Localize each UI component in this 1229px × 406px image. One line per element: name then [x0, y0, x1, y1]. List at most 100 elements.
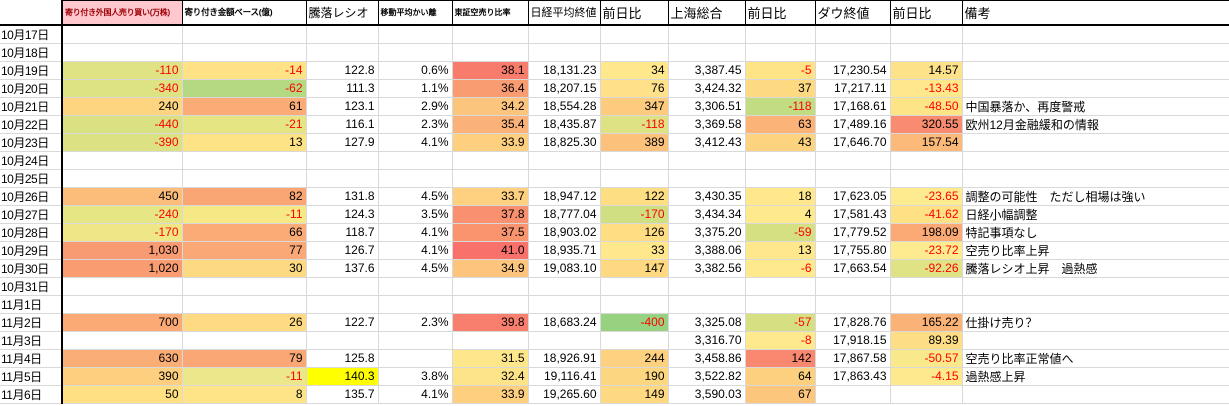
cell-shanghai_composite[interactable]	[667, 295, 745, 314]
cell-tse_short_sell_ratio[interactable]: 39.8	[451, 313, 528, 332]
cell-open_amount_base[interactable]: 82	[181, 187, 306, 206]
cell-ma_deviation[interactable]	[377, 151, 452, 170]
cell-ma_deviation[interactable]	[377, 169, 452, 188]
cell-note[interactable]: 欧州12月金融緩和の情報	[961, 115, 1229, 134]
cell-open_amount_base[interactable]: 30	[181, 259, 306, 278]
header-dow-change[interactable]: 前日比	[889, 0, 962, 26]
cell-open_amount_base[interactable]: -11	[181, 367, 306, 386]
cell-nikkei_change[interactable]	[599, 331, 668, 350]
cell-note[interactable]: 空売り比率正常値へ	[961, 349, 1229, 368]
cell-nikkei_close[interactable]	[527, 295, 600, 314]
cell-dow_close[interactable]	[814, 151, 890, 170]
cell-shanghai_change[interactable]	[744, 24, 815, 44]
cell-shanghai_composite[interactable]: 3,369.58	[667, 115, 745, 134]
cell-shanghai_change[interactable]: 63	[744, 115, 815, 134]
cell-shanghai_change[interactable]: -5	[744, 61, 815, 80]
cell-shanghai_change[interactable]	[744, 277, 815, 296]
header-nikkei-close[interactable]: 日経平均終値	[527, 0, 600, 26]
cell-dow_close[interactable]	[814, 277, 890, 296]
cell-shanghai_change[interactable]: 67	[744, 385, 815, 404]
cell-shanghai_composite[interactable]: 3,522.82	[667, 367, 745, 386]
cell-advance_decline_ratio[interactable]	[305, 43, 378, 62]
cell-foreign_open_shares[interactable]: -170	[61, 223, 182, 242]
cell-advance_decline_ratio[interactable]: 118.7	[305, 223, 378, 242]
cell-dow_close[interactable]: 17,918.15	[814, 331, 890, 350]
cell-note[interactable]: 調整の可能性 ただし相場は強い	[961, 187, 1229, 206]
cell-nikkei_change[interactable]: 34	[599, 61, 668, 80]
cell-tse_short_sell_ratio[interactable]: 41.0	[451, 241, 528, 260]
cell-nikkei_change[interactable]	[599, 277, 668, 296]
cell-ma_deviation[interactable]: 4.1%	[377, 223, 452, 242]
cell-foreign_open_shares[interactable]: 450	[61, 187, 182, 206]
cell-shanghai_change[interactable]: -6	[744, 259, 815, 278]
cell-ma_deviation[interactable]: 3.5%	[377, 205, 452, 224]
cell-shanghai_change[interactable]	[744, 151, 815, 170]
cell-dow_close[interactable]	[814, 24, 890, 44]
cell-open_amount_base[interactable]: 79	[181, 349, 306, 368]
cell-advance_decline_ratio[interactable]	[305, 277, 378, 296]
cell-tse_short_sell_ratio[interactable]	[451, 295, 528, 314]
cell-shanghai_composite[interactable]: 3,387.45	[667, 61, 745, 80]
cell-shanghai_change[interactable]: 4	[744, 205, 815, 224]
cell-note[interactable]	[961, 133, 1229, 152]
cell-tse_short_sell_ratio[interactable]: 35.4	[451, 115, 528, 134]
cell-advance_decline_ratio[interactable]	[305, 24, 378, 44]
cell-dow_change[interactable]: 320.55	[889, 115, 962, 134]
cell-foreign_open_shares[interactable]: -440	[61, 115, 182, 134]
header-dow-close[interactable]: ダウ終値	[814, 0, 890, 26]
cell-dow_change[interactable]: 89.39	[889, 331, 962, 350]
header-nikkei-change[interactable]: 前日比	[599, 0, 668, 26]
cell-dow_change[interactable]	[889, 385, 962, 404]
cell-nikkei_change[interactable]	[599, 24, 668, 44]
cell-open_amount_base[interactable]	[181, 331, 306, 350]
cell-tse_short_sell_ratio[interactable]	[451, 24, 528, 44]
cell-tse_short_sell_ratio[interactable]	[451, 331, 528, 350]
cell-foreign_open_shares[interactable]: 630	[61, 349, 182, 368]
cell-tse_short_sell_ratio[interactable]: 31.5	[451, 349, 528, 368]
cell-nikkei_close[interactable]: 18,777.04	[527, 205, 600, 224]
cell-nikkei_change[interactable]	[599, 151, 668, 170]
cell-ma_deviation[interactable]	[377, 277, 452, 296]
cell-nikkei_change[interactable]: -118	[599, 115, 668, 134]
cell-note[interactable]: 仕掛け売り？	[961, 313, 1229, 332]
cell-shanghai_composite[interactable]: 3,424.32	[667, 79, 745, 98]
cell-open_amount_base[interactable]: 26	[181, 313, 306, 332]
cell-nikkei_change[interactable]: 190	[599, 367, 668, 386]
cell-date[interactable]: 10月24日	[0, 151, 63, 170]
cell-dow_close[interactable]: 17,581.43	[814, 205, 890, 224]
cell-nikkei_change[interactable]: 347	[599, 97, 668, 116]
cell-advance_decline_ratio[interactable]: 126.7	[305, 241, 378, 260]
cell-ma_deviation[interactable]: 1.1%	[377, 79, 452, 98]
cell-advance_decline_ratio[interactable]	[305, 151, 378, 170]
cell-date[interactable]: 10月19日	[0, 61, 63, 80]
cell-ma_deviation[interactable]	[377, 43, 452, 62]
cell-dow_close[interactable]	[814, 43, 890, 62]
cell-open_amount_base[interactable]: -62	[181, 79, 306, 98]
cell-shanghai_composite[interactable]: 3,434.34	[667, 205, 745, 224]
cell-nikkei_close[interactable]	[527, 43, 600, 62]
cell-shanghai_composite[interactable]	[667, 277, 745, 296]
cell-tse_short_sell_ratio[interactable]	[451, 169, 528, 188]
cell-foreign_open_shares[interactable]: 240	[61, 97, 182, 116]
cell-dow_change[interactable]: -50.57	[889, 349, 962, 368]
cell-nikkei_close[interactable]	[527, 277, 600, 296]
cell-ma_deviation[interactable]: 4.1%	[377, 241, 452, 260]
cell-note[interactable]	[961, 24, 1229, 44]
cell-nikkei_close[interactable]: 19,083.10	[527, 259, 600, 278]
cell-advance_decline_ratio[interactable]: 123.1	[305, 97, 378, 116]
cell-date[interactable]: 11月1日	[0, 295, 63, 314]
cell-foreign_open_shares[interactable]: 390	[61, 367, 182, 386]
cell-shanghai_composite[interactable]: 3,375.20	[667, 223, 745, 242]
cell-date[interactable]: 10月20日	[0, 79, 63, 98]
cell-nikkei_close[interactable]	[527, 169, 600, 188]
cell-date[interactable]: 10月23日	[0, 133, 63, 152]
cell-shanghai_change[interactable]: 43	[744, 133, 815, 152]
cell-nikkei_close[interactable]: 18,435.87	[527, 115, 600, 134]
cell-dow_change[interactable]: -13.43	[889, 79, 962, 98]
cell-ma_deviation[interactable]	[377, 331, 452, 350]
cell-shanghai_composite[interactable]: 3,590.03	[667, 385, 745, 404]
cell-nikkei_close[interactable]: 19,116.41	[527, 367, 600, 386]
cell-dow_change[interactable]: -92.26	[889, 259, 962, 278]
cell-shanghai_composite[interactable]	[667, 24, 745, 44]
cell-note[interactable]: 日経小幅調整	[961, 205, 1229, 224]
